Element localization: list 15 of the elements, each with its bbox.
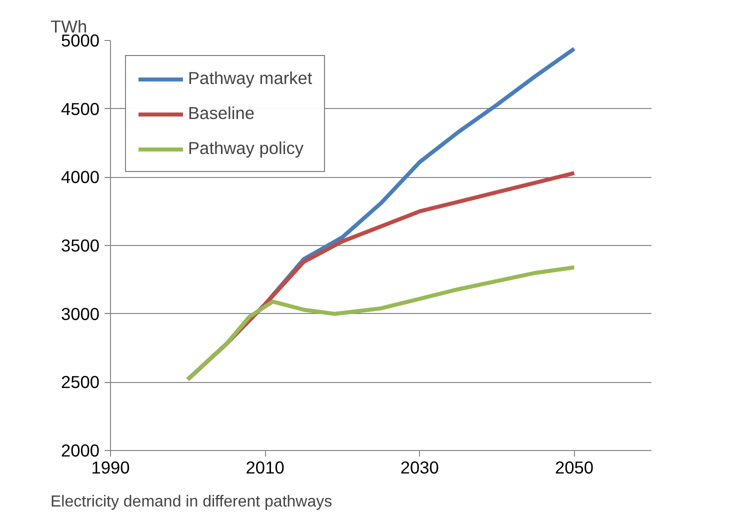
y-tick-label: 2000: [60, 440, 100, 460]
x-tick-label: 2050: [554, 458, 594, 478]
y-tick-label: 3500: [60, 236, 100, 256]
x-tick-label: 2030: [400, 458, 439, 478]
y-tick-label: 4000: [60, 167, 100, 188]
legend-label: Pathway policy: [188, 138, 304, 159]
x-tick-label: 1990: [91, 458, 130, 478]
text: Electricity demand in different pathways: [50, 494, 332, 510]
legend-label: Pathway market: [188, 68, 312, 89]
legend-label: Baseline: [188, 103, 254, 124]
y-tick-label: 4500: [60, 98, 100, 119]
line-series: [186, 265, 576, 382]
x-tick-label: 2010: [246, 458, 284, 478]
y-tick-label: 2500: [60, 372, 100, 392]
y-tick-label: 3000: [60, 304, 100, 324]
